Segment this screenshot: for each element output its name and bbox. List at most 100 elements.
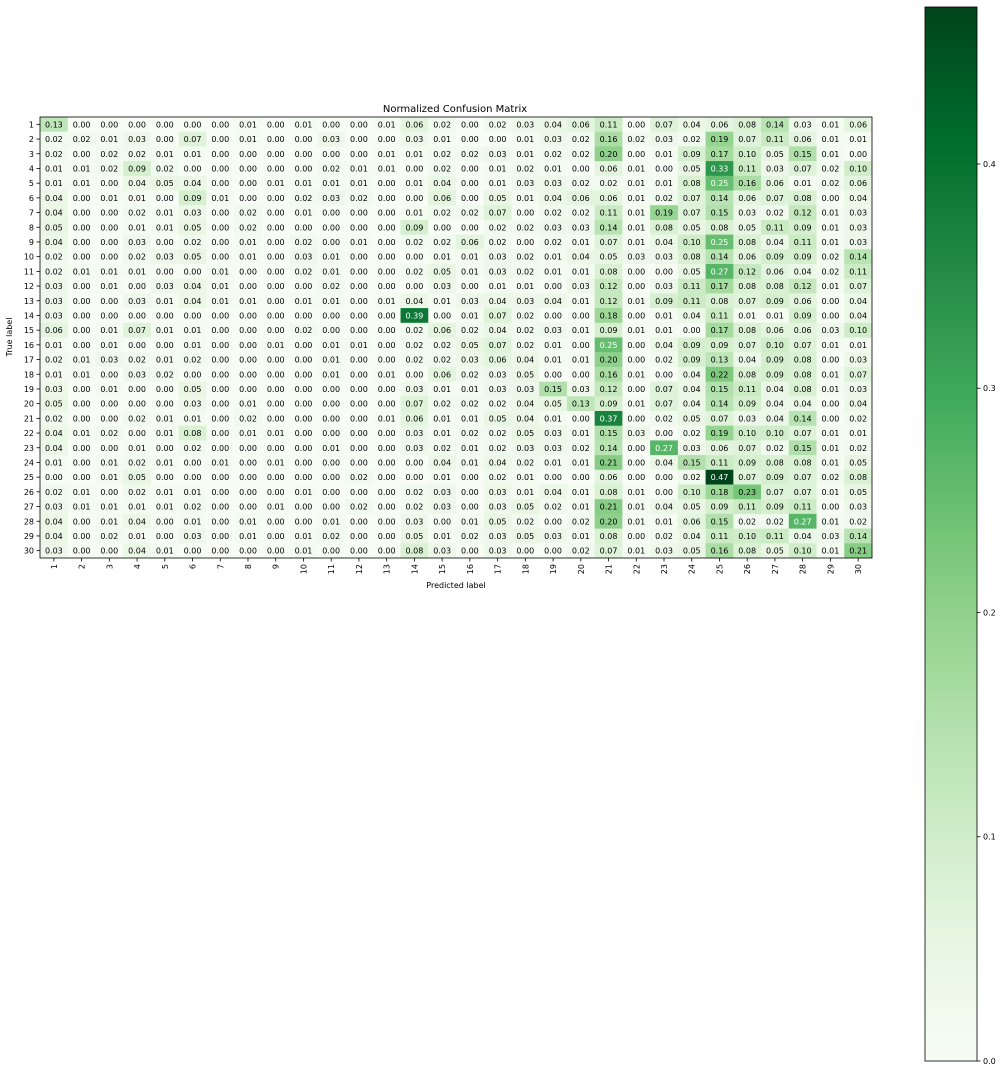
y-tick-label: 29 [24,532,34,541]
heatmap-cell [289,308,318,324]
heatmap-cell [539,293,568,309]
cell-value-label: 0.02 [128,209,146,218]
x-tick-label: 26 [743,564,752,574]
cell-value-label: 0.07 [655,385,673,394]
cell-value-label: 0.02 [572,179,590,188]
cell-value-label: 0.00 [350,517,368,526]
cell-value-label: 0.01 [295,532,313,541]
cell-value-label: 0.07 [655,400,673,409]
heatmap-cell [40,219,69,235]
cell-value-label: 0.03 [405,429,423,438]
cell-value-label: 0.00 [239,356,257,365]
heatmap-cell [67,205,96,221]
cell-value-label: 0.00 [184,370,202,379]
cell-value-label: 0.02 [627,135,645,144]
cell-value-label: 0.00 [211,179,229,188]
cell-value-label: 0.01 [156,503,174,512]
heatmap-cell [428,190,457,206]
cell-value-label: 0.00 [267,194,285,203]
cell-value-label: 0.00 [378,473,396,482]
heatmap-cell [206,190,235,206]
heatmap-cell [372,131,401,147]
heatmap-cell [456,205,485,221]
cell-value-label: 0.00 [211,370,229,379]
cell-value-label: 0.00 [322,385,340,394]
cell-value-label: 0.00 [211,341,229,350]
cell-value-label: 0.02 [461,370,479,379]
cell-value-label: 0.03 [45,385,63,394]
heatmap-cell [844,264,873,280]
heatmap-cell [456,175,485,191]
cell-value-label: 0.00 [156,400,174,409]
heatmap-cell [40,146,69,162]
cell-value-label: 0.02 [405,326,423,335]
heatmap-cell [761,131,790,147]
cell-value-label: 0.01 [821,488,839,497]
cell-value-label: 0.01 [239,253,257,262]
x-tick-label: 19 [549,564,558,574]
cell-value-label: 0.06 [711,120,729,129]
heatmap-cell [677,161,706,177]
cell-value-label: 0.16 [711,547,729,556]
heatmap-cell [345,308,374,324]
heatmap-cell [234,131,263,147]
cell-value-label: 0.00 [295,385,313,394]
cell-value-label: 0.01 [461,385,479,394]
heatmap-cell [456,249,485,265]
heatmap-cell [67,131,96,147]
heatmap-cell [67,219,96,235]
cell-value-label: 0.01 [627,400,645,409]
heatmap-cell [844,146,873,162]
cell-value-label: 0.00 [156,517,174,526]
cell-value-label: 0.09 [655,297,673,306]
cell-value-label: 0.05 [516,532,534,541]
heatmap-cell [733,278,762,294]
cell-value-label: 0.07 [766,488,784,497]
heatmap-cell [95,190,124,206]
cell-value-label: 0.04 [683,311,701,320]
cell-value-label: 0.09 [184,194,202,203]
heatmap-cell [317,161,346,177]
cell-value-label: 0.07 [405,400,423,409]
cell-value-label: 0.02 [433,164,451,173]
heatmap-cell [428,278,457,294]
heatmap-cell [622,131,651,147]
cell-value-label: 0.15 [544,385,562,394]
heatmap-cell [761,190,790,206]
cell-value-label: 0.01 [489,179,507,188]
cell-value-label: 0.01 [322,297,340,306]
cell-value-label: 0.01 [544,458,562,467]
cell-value-label: 0.02 [405,488,423,497]
heatmap-cell [289,234,318,250]
cell-value-label: 0.07 [683,194,701,203]
cell-value-label: 0.09 [738,400,756,409]
cell-value-label: 0.11 [683,297,701,306]
heatmap-cell [539,146,568,162]
cell-value-label: 0.05 [766,150,784,159]
cell-value-label: 0.10 [849,326,867,335]
cell-value-label: 0.00 [211,532,229,541]
heatmap-cell [650,131,679,147]
heatmap-cell [539,205,568,221]
heatmap-cell [677,293,706,309]
cell-value-label: 0.03 [100,356,118,365]
y-tick-label: 12 [24,282,34,291]
cell-value-label: 0.00 [156,267,174,276]
cell-value-label: 0.01 [128,267,146,276]
heatmap-cell [816,249,845,265]
cell-value-label: 0.03 [544,326,562,335]
heatmap-cell [428,249,457,265]
heatmap-cell [345,161,374,177]
heatmap-cell [261,131,290,147]
cell-value-label: 0.00 [295,517,313,526]
cell-value-label: 0.02 [489,473,507,482]
cell-value-label: 0.01 [184,517,202,526]
heatmap-cell [40,161,69,177]
cell-value-label: 0.07 [794,429,812,438]
cell-value-label: 0.01 [239,532,257,541]
cell-value-label: 0.00 [378,209,396,218]
cell-value-label: 0.00 [128,341,146,350]
cell-value-label: 0.06 [794,326,812,335]
heatmap-cell [234,161,263,177]
cell-value-label: 0.00 [267,253,285,262]
